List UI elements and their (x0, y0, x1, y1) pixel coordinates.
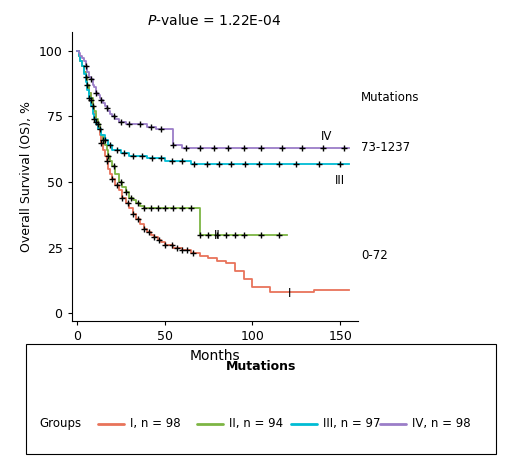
Text: II, n = 94: II, n = 94 (228, 417, 283, 430)
Text: 73-1237: 73-1237 (361, 141, 410, 154)
Text: III: III (335, 174, 345, 187)
Text: IV, n = 98: IV, n = 98 (412, 417, 471, 430)
Text: I: I (288, 287, 291, 300)
Text: IV: IV (321, 129, 332, 143)
Text: II: II (214, 230, 220, 242)
Text: Mutations: Mutations (361, 91, 420, 104)
Text: III, n = 97: III, n = 97 (322, 417, 380, 430)
Text: Mutations: Mutations (225, 360, 296, 373)
X-axis label: Months: Months (189, 349, 240, 363)
Text: I, n = 98: I, n = 98 (130, 417, 180, 430)
Y-axis label: Overall Survival (OS), %: Overall Survival (OS), % (20, 101, 33, 252)
Text: Groups: Groups (40, 417, 82, 430)
Text: 0-72: 0-72 (361, 249, 388, 262)
Title: $\it{P}$-value = 1.22E-04: $\it{P}$-value = 1.22E-04 (147, 13, 282, 28)
